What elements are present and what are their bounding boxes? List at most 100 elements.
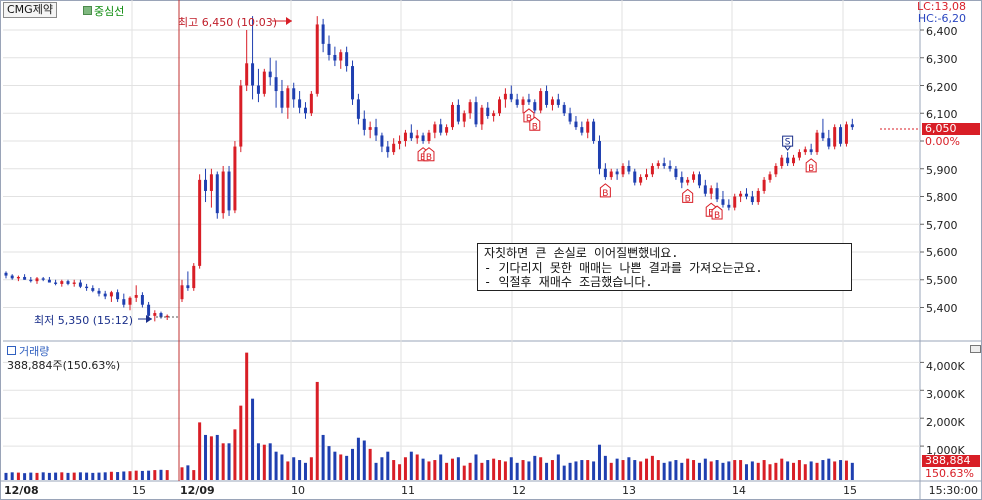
candle-body [680, 177, 684, 183]
candle-body [153, 313, 157, 316]
volume-bar [450, 458, 454, 480]
volume-bar [721, 462, 725, 480]
candle-body [321, 24, 325, 44]
volume-bar [268, 443, 272, 480]
volume-bar [792, 462, 796, 480]
volume-bar [398, 464, 402, 480]
volume-panel-title[interactable]: 거래량 [7, 343, 49, 359]
candle-body [268, 71, 272, 78]
volume-bar [768, 464, 772, 480]
volume-bar [850, 462, 854, 480]
candle-body [456, 104, 460, 122]
volume-bar [315, 381, 319, 480]
volume-bar [362, 440, 366, 480]
candle-body [621, 165, 625, 175]
volume-bar [839, 460, 843, 480]
memo-line-3: - 익절후 재매수 조금했습니다. [484, 275, 653, 289]
current-volume-tag: 388,884 [922, 455, 980, 467]
candle-body [303, 107, 307, 114]
candle-body [580, 127, 584, 133]
volume-bar [159, 469, 163, 480]
price-tick: 5,600 [926, 246, 958, 259]
volume-bar [421, 458, 425, 480]
volume-bar [533, 455, 537, 480]
current-price-tag: 6,050 [922, 123, 980, 135]
volume-bar [727, 461, 731, 480]
volume-bar [274, 451, 278, 480]
volume-bar [303, 462, 307, 480]
volume-bar [474, 454, 478, 480]
buy-marker-label: B [526, 114, 532, 124]
candle-body [509, 93, 513, 100]
volume-bar [656, 460, 660, 480]
panel-resize-handle[interactable] [970, 345, 981, 353]
candle-body [91, 288, 95, 291]
volume-bar [621, 460, 625, 480]
memo-box[interactable]: 자칫하면 큰 손실로 이어질뻔했네요. - 기다리지 못한 매매는 나쁜 결과를… [477, 243, 852, 291]
volume-bar [298, 460, 302, 480]
candle-body [468, 102, 472, 114]
candle-body [309, 93, 313, 114]
candle-body [221, 171, 225, 214]
volume-bar [715, 460, 719, 480]
volume-bar [692, 460, 696, 480]
volume-bar [503, 461, 507, 480]
buy-marker [711, 205, 723, 220]
volume-bar [462, 465, 466, 480]
candle-body [315, 24, 319, 94]
candle-body [739, 193, 743, 197]
candle-body [545, 91, 549, 105]
center-line-icon [83, 6, 92, 15]
volume-bar [556, 454, 560, 480]
candle-body [786, 157, 790, 164]
volume-bar [774, 462, 778, 480]
buy-marker-label: B [532, 122, 538, 132]
volume-bar [427, 461, 431, 480]
candle-body [833, 127, 837, 147]
candle-body [486, 107, 490, 117]
price-tick: 6,300 [926, 53, 958, 66]
volume-bar [468, 462, 472, 480]
volume-bar [639, 461, 643, 480]
candle-body [233, 146, 237, 211]
volume-bar [280, 454, 284, 480]
volume-bar [756, 462, 760, 480]
stock-name-button[interactable]: CMG제약 [3, 2, 57, 18]
candle-body [78, 282, 82, 287]
candle-body [568, 113, 572, 122]
candle-body [797, 152, 801, 158]
candle-body [562, 104, 566, 114]
volume-bar [680, 462, 684, 480]
price-tick: 5,700 [926, 219, 958, 232]
volume-bar [103, 472, 107, 480]
volume-bar [545, 462, 549, 480]
center-line-toggle[interactable]: 중심선 [83, 3, 124, 19]
volume-bar [374, 462, 378, 480]
candle-body [503, 93, 507, 100]
candle-body [586, 121, 590, 133]
candle-body [527, 99, 531, 103]
volume-bar [91, 472, 95, 480]
candle-body [29, 279, 33, 282]
candle-body [498, 99, 502, 114]
candle-body [780, 157, 784, 166]
volume-bar [539, 457, 543, 480]
volume-bar [204, 434, 208, 480]
x-label: 13 [622, 484, 636, 497]
candle-body [262, 71, 266, 94]
candle-body [756, 190, 760, 203]
volume-bar [627, 457, 631, 480]
candle-body [703, 185, 707, 194]
candle-body [362, 118, 366, 130]
candle-body [556, 99, 560, 105]
volume-bar [351, 448, 355, 480]
volume-bar [192, 470, 196, 480]
high-annotation: 최고 6,450 (10:03) [178, 16, 278, 29]
candle-body [159, 313, 163, 318]
candle-body [339, 52, 343, 61]
x-label: 10 [291, 484, 305, 497]
candle-body [122, 299, 126, 305]
candle-body [351, 66, 355, 100]
volume-bar [41, 472, 45, 480]
